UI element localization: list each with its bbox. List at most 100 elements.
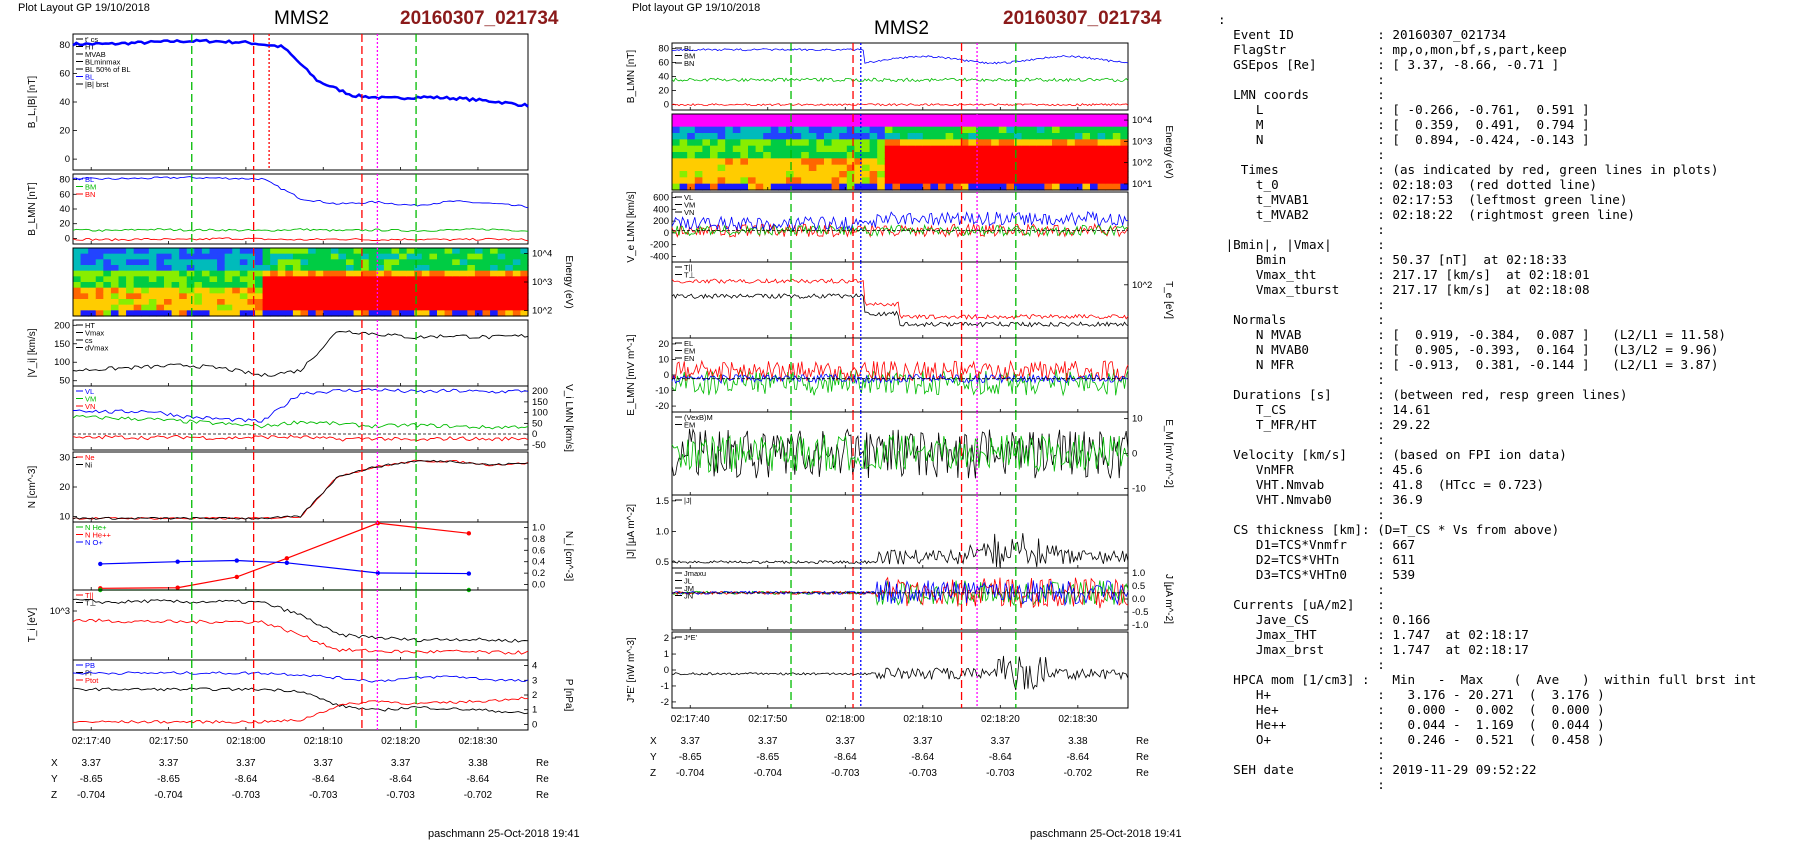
y-tick-label: 10^2 <box>1132 158 1152 169</box>
series-line <box>100 522 469 589</box>
spectrogram-cell <box>474 304 484 311</box>
spectrogram-cell <box>262 259 271 266</box>
spectrogram-cell <box>1067 158 1076 166</box>
spectrogram-cell <box>831 145 840 153</box>
spectrogram-cell <box>854 158 863 166</box>
spectrogram-cell <box>255 304 264 311</box>
spectrogram-cell <box>1074 120 1083 128</box>
spectrogram-cell <box>141 265 150 272</box>
spectrogram-cell <box>816 158 825 166</box>
spectrogram-cell <box>907 139 916 147</box>
spectrogram-cell <box>95 259 104 266</box>
spectrogram-cell <box>133 310 142 317</box>
spectrogram-cell <box>710 158 719 166</box>
position-value: -0.704 <box>154 790 183 801</box>
spectrogram-cell <box>73 276 82 283</box>
series-line <box>72 228 529 233</box>
spectrogram-cell <box>414 299 423 306</box>
y-tick-label: 0.2 <box>532 568 545 579</box>
spectrogram-cell <box>95 253 104 260</box>
spectrogram-cell <box>945 164 954 172</box>
spectrogram-cell <box>164 248 173 255</box>
spectrogram-cell <box>141 299 150 306</box>
spectrogram-cell <box>892 145 901 153</box>
y-tick-label: 0 <box>532 429 537 440</box>
spectrogram-cell <box>156 299 165 306</box>
spectrogram-cell <box>869 126 878 134</box>
spectrogram-cell <box>399 293 408 300</box>
spectrogram-cell <box>406 253 415 260</box>
spectrogram-cell <box>467 265 476 272</box>
spectrogram-cell <box>748 133 757 140</box>
spectrogram-cell <box>452 265 461 272</box>
spectrogram-cell <box>262 304 271 311</box>
spectrogram-cell <box>505 310 514 317</box>
trace-line <box>671 77 1129 83</box>
spectrogram-cell <box>391 293 400 300</box>
info-line: N MFR : [ -0.913, 0.381, -0.144 ] (L2/L1… <box>1218 357 1719 372</box>
y-tick-label: 0 <box>664 370 669 381</box>
y-tick-label: -50 <box>532 440 546 451</box>
y-axis-label: B_LMN [nT] <box>27 182 38 236</box>
spectrogram-cell <box>368 282 377 289</box>
spectrogram-cell <box>262 265 271 272</box>
spectrogram-cell <box>490 293 499 300</box>
spectrogram-cell <box>255 276 264 283</box>
spectrogram-cell <box>748 139 757 147</box>
spectrogram-cell <box>141 270 150 277</box>
spectrogram-cell <box>399 276 408 283</box>
spectrogram-cell <box>808 133 817 140</box>
spectrogram-cell <box>900 183 909 191</box>
info-line: M : [ 0.359, 0.491, 0.794 ] <box>1218 117 1590 132</box>
spectrogram-cell <box>262 287 271 294</box>
spectrogram-cell <box>1097 171 1106 178</box>
spectrogram-cell <box>164 270 173 277</box>
spectrogram-cell <box>201 282 211 289</box>
spectrogram-cell <box>474 310 484 317</box>
spectrogram-cell <box>391 310 400 317</box>
spectrogram-cell <box>983 114 992 121</box>
spectrogram-cell <box>247 265 256 272</box>
spectrogram-cell <box>831 139 840 147</box>
spectrogram-cell <box>1021 152 1030 159</box>
spectrogram-cell <box>755 183 764 191</box>
legend-entry: PB <box>85 661 95 670</box>
position-unit: Re <box>1136 736 1149 747</box>
spectrogram-cell <box>778 152 787 159</box>
spectrogram-cell <box>194 265 203 272</box>
position-value: 3.37 <box>81 758 101 769</box>
spectrogram-cell <box>846 152 855 159</box>
spectrogram-cell <box>80 310 89 317</box>
legend-entry: Ptot <box>85 676 99 685</box>
spectrogram-cell <box>763 139 772 147</box>
spectrogram-cell <box>308 259 317 266</box>
y-tick-label: 0.5 <box>656 557 669 568</box>
y-tick-label: 0 <box>1132 449 1137 460</box>
spectrogram-cell <box>960 183 969 191</box>
spectrogram-cell <box>953 171 962 178</box>
spectrogram-cell <box>308 287 317 294</box>
spectrogram-cell <box>232 287 241 294</box>
spectrogram-cell <box>133 248 142 255</box>
spectrogram-cell <box>869 114 878 121</box>
spectrogram-cell <box>679 171 688 178</box>
series-line <box>72 434 529 442</box>
spectrogram-cell <box>141 276 150 283</box>
spectrogram-cell <box>482 276 491 283</box>
series-line <box>72 176 529 209</box>
spectrogram-cell <box>148 270 158 277</box>
plot-header-left: Plot Layout GP 19/10/2018 <box>18 2 150 14</box>
spectrogram-cell <box>277 282 286 289</box>
spectrogram-cell <box>209 270 218 277</box>
spectrogram-cell <box>164 310 173 317</box>
spectrogram-cell <box>900 114 909 121</box>
spectrogram-cell <box>687 126 696 134</box>
spectrogram-cell <box>1112 177 1121 185</box>
y-tick-label: 20 <box>59 482 70 493</box>
spectrogram-cell <box>694 145 703 153</box>
y-tick-label: 1 <box>532 705 537 716</box>
spectrogram-cell <box>179 253 188 260</box>
spectrogram-cell <box>1021 126 1030 134</box>
spectrogram-cell <box>808 164 817 172</box>
spectrogram-cell <box>770 114 779 121</box>
